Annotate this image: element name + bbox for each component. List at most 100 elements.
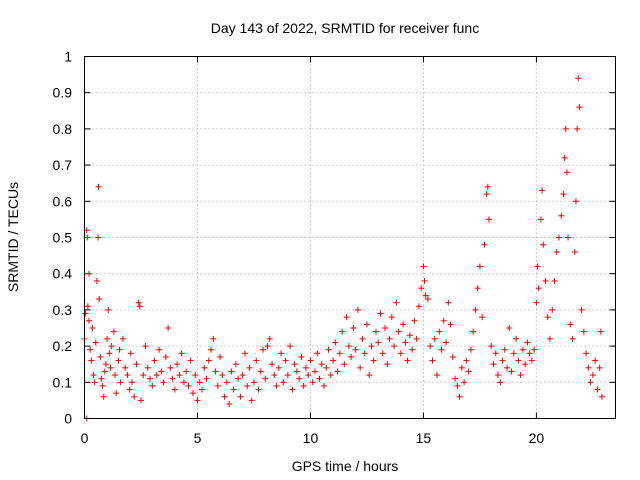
grid-lines xyxy=(84,56,616,419)
data-point xyxy=(332,339,339,346)
data-point xyxy=(298,353,305,360)
data-point xyxy=(379,350,386,357)
data-point xyxy=(189,390,196,397)
data-point xyxy=(499,357,506,364)
data-point xyxy=(133,361,140,368)
data-point xyxy=(232,361,239,368)
data-point xyxy=(492,350,499,357)
data-point xyxy=(160,379,167,386)
data-point xyxy=(424,296,431,303)
data-point xyxy=(519,346,526,353)
data-point xyxy=(293,368,300,375)
data-point xyxy=(212,368,219,375)
data-point xyxy=(404,357,411,364)
data-point xyxy=(257,368,264,375)
data-point xyxy=(167,364,174,371)
data-point xyxy=(92,339,99,346)
data-point xyxy=(537,216,544,223)
data-point xyxy=(116,346,123,353)
data-point xyxy=(96,296,103,303)
data-point xyxy=(151,357,158,364)
data-point xyxy=(187,357,194,364)
data-point xyxy=(563,169,570,176)
data-point xyxy=(244,382,251,389)
y-tick-label: 0 xyxy=(64,411,72,427)
y-tick-label: 0.3 xyxy=(53,302,73,318)
data-point xyxy=(431,335,438,342)
data-point xyxy=(296,375,303,382)
data-point xyxy=(576,104,583,111)
data-point xyxy=(354,306,361,313)
data-point xyxy=(314,350,321,357)
data-point xyxy=(165,325,172,331)
data-point xyxy=(325,346,332,353)
data-point xyxy=(452,375,459,382)
data-point xyxy=(107,364,114,371)
data-point xyxy=(95,183,102,190)
data-point xyxy=(95,234,102,241)
data-point xyxy=(594,386,601,393)
data-point xyxy=(483,191,490,198)
data-point xyxy=(359,335,366,342)
data-point xyxy=(357,364,364,371)
data-point xyxy=(517,372,524,379)
data-point xyxy=(461,379,468,386)
data-point xyxy=(219,372,226,379)
data-point xyxy=(470,328,477,335)
data-point xyxy=(217,353,224,360)
data-point xyxy=(526,350,533,357)
data-point xyxy=(558,212,565,219)
data-point xyxy=(223,379,230,386)
data-point xyxy=(546,335,553,342)
data-point xyxy=(210,335,217,342)
data-point xyxy=(127,350,134,357)
y-tick-label: 0.1 xyxy=(53,374,73,390)
data-point xyxy=(318,361,325,368)
data-point xyxy=(174,361,181,368)
data-point xyxy=(370,357,377,364)
data-point xyxy=(575,75,582,82)
data-point xyxy=(391,343,398,350)
data-point xyxy=(330,357,337,364)
data-point xyxy=(539,187,546,194)
data-point xyxy=(485,216,492,223)
data-point xyxy=(413,335,420,342)
data-point xyxy=(421,277,428,284)
x-tick-label: 20 xyxy=(529,430,545,446)
data-point xyxy=(126,386,133,393)
data-point xyxy=(300,382,307,389)
data-point xyxy=(488,343,495,350)
y-tick-label: 0.7 xyxy=(53,157,73,173)
data-point xyxy=(472,306,479,313)
data-point xyxy=(86,270,93,277)
data-point xyxy=(241,350,248,357)
data-point xyxy=(445,299,452,306)
data-point xyxy=(246,364,253,371)
data-point xyxy=(384,361,391,368)
data-point xyxy=(82,310,89,317)
y-tick-label: 0.8 xyxy=(53,121,73,137)
data-point xyxy=(142,343,149,350)
data-point xyxy=(578,306,585,313)
data-point xyxy=(415,303,422,310)
data-point xyxy=(110,328,117,335)
data-point xyxy=(592,357,599,364)
data-point xyxy=(291,361,298,368)
data-point xyxy=(115,357,122,364)
data-point xyxy=(515,357,522,364)
data-point xyxy=(585,364,592,371)
data-point xyxy=(506,325,513,331)
data-point xyxy=(402,339,409,346)
data-point xyxy=(105,306,112,313)
x-tick-label: 10 xyxy=(303,430,319,446)
data-point xyxy=(352,346,359,353)
data-point xyxy=(479,314,486,321)
data-point xyxy=(260,346,267,353)
data-point xyxy=(562,125,569,132)
data-point xyxy=(467,346,474,353)
data-point xyxy=(411,317,418,324)
data-point xyxy=(156,346,163,353)
data-point xyxy=(84,303,91,310)
x-tick-label: 15 xyxy=(416,430,432,446)
